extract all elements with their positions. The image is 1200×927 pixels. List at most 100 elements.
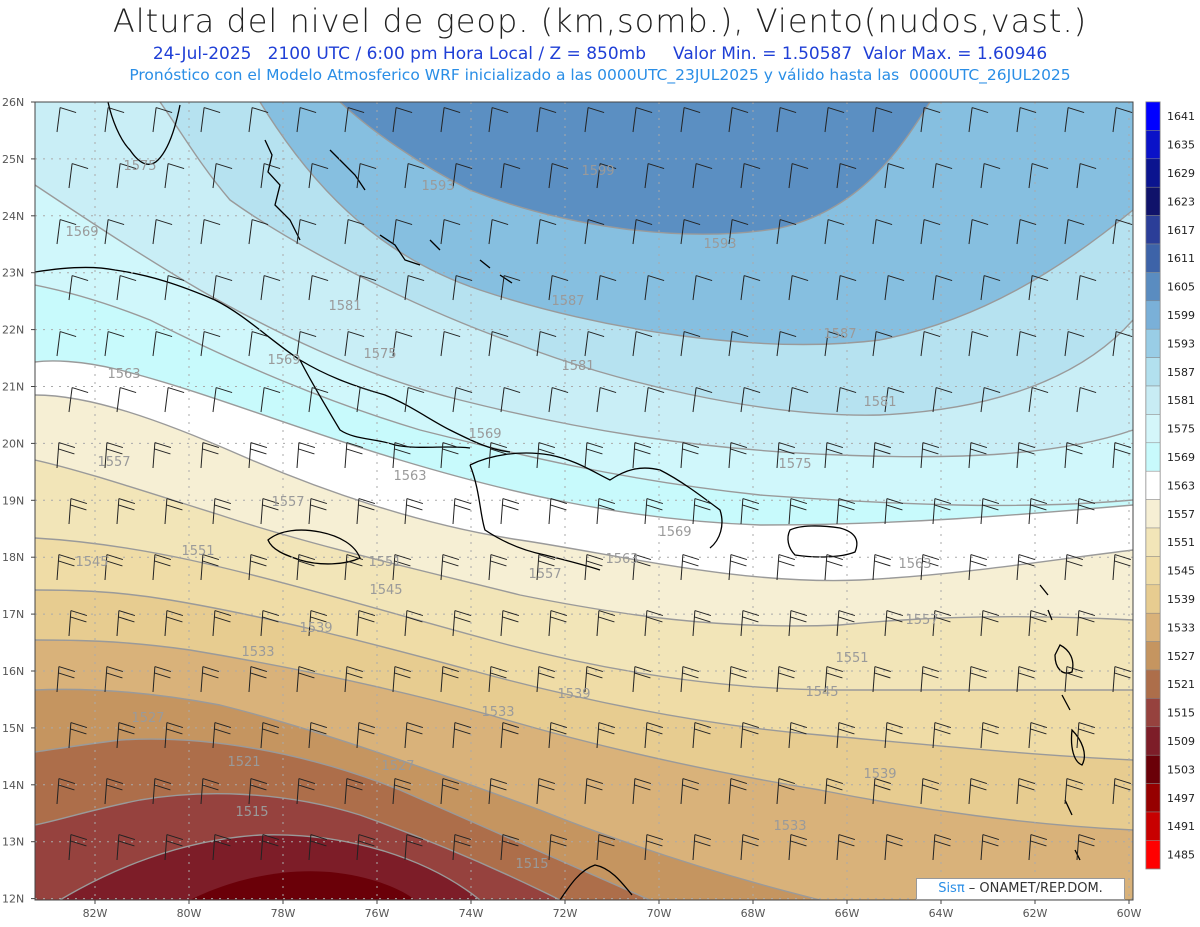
wind-barb [932, 610, 952, 637]
colorbar-swatch [1145, 414, 1161, 444]
wind-barb [536, 219, 557, 245]
wind-barb [1076, 387, 1097, 413]
wind-barb [344, 666, 364, 693]
contour-label: 1563 [898, 557, 931, 572]
wind-barb [296, 778, 316, 805]
wind-barb [1112, 554, 1132, 581]
wind-barb [932, 498, 952, 525]
band-1503 [190, 871, 415, 900]
wind-barb [104, 666, 124, 693]
wind-barb [932, 163, 953, 189]
contour-label: 1545 [805, 685, 838, 700]
wind-barb [680, 219, 701, 245]
wind-barb [440, 442, 460, 469]
wind-barb [500, 498, 520, 525]
wind-barb [932, 275, 953, 301]
contour-label: 1575 [363, 347, 396, 362]
sispi-logo: Sisπ [938, 881, 965, 896]
wind-barb [392, 442, 412, 469]
lat-lon-grid [35, 102, 1133, 900]
wind-barb [692, 834, 712, 861]
wind-barb [164, 834, 184, 861]
colorbar-swatch [1145, 300, 1161, 330]
wind-barb [584, 219, 605, 245]
wind-barb [56, 554, 76, 581]
colorbar-label: 1527 [1167, 650, 1195, 663]
wind-barb [584, 107, 605, 133]
wind-barb [932, 387, 953, 413]
wind-barb [740, 722, 760, 749]
wind-barb [296, 219, 317, 245]
contour-label: 1527 [131, 711, 164, 726]
wind-barb [680, 554, 700, 581]
wind-barb [404, 498, 424, 525]
contour-label: 1533 [481, 705, 514, 720]
colorbar-swatch [1145, 357, 1161, 387]
wind-barb [968, 554, 988, 581]
contour-label: 1575 [778, 457, 811, 472]
wind-barb [200, 331, 221, 357]
contour-label: 1557 [271, 495, 304, 510]
wind-barb [1076, 610, 1096, 637]
wind-barb [824, 107, 845, 133]
wind-barb [344, 219, 365, 245]
wind-barb [920, 107, 941, 133]
lesser-antilles [1039, 584, 1086, 861]
wind-barb [644, 387, 665, 413]
colorbar-label: 1611 [1167, 252, 1195, 265]
colorbar-swatch [1145, 726, 1161, 756]
wind-barb [872, 219, 893, 245]
wind-barb [836, 610, 856, 637]
wind-barb [740, 498, 760, 525]
wind-barb [212, 275, 233, 301]
wind-barb [692, 610, 712, 637]
wind-barb [884, 498, 904, 525]
wind-barb [260, 610, 280, 637]
wind-barb [1112, 219, 1133, 245]
wind-barb [788, 722, 808, 749]
wind-barb [692, 163, 713, 189]
colorbar-label: 1503 [1167, 763, 1195, 776]
lon-tick-label: 62W [1023, 907, 1048, 920]
wind-barb [356, 163, 377, 189]
band-1569 [35, 285, 1133, 525]
wind-barb [1016, 554, 1036, 581]
wind-barb [596, 163, 617, 189]
wind-barb [356, 275, 377, 301]
wind-barb [68, 610, 88, 637]
wind-barb [1064, 107, 1085, 133]
wind-barb [740, 275, 761, 301]
wind-barb [968, 666, 988, 693]
wind-barb [644, 834, 664, 861]
wind-barb [776, 331, 797, 357]
wind-barb [68, 722, 88, 749]
wind-barb [596, 834, 616, 861]
wind-barb [584, 554, 604, 581]
wind-barb [692, 498, 712, 525]
wind-barb [1064, 554, 1084, 581]
wind-barb [920, 219, 941, 245]
wind-barb [920, 442, 940, 469]
wind-barb [248, 107, 269, 133]
wind-barb [344, 331, 365, 357]
venezuela-coast [559, 864, 633, 900]
colorbar-label: 1551 [1167, 536, 1195, 549]
contour-label: 1545 [369, 583, 402, 598]
wind-barb [788, 610, 808, 637]
wind-barb [1064, 331, 1085, 357]
colorbar-swatch [1145, 556, 1161, 586]
wind-barb [728, 554, 748, 581]
colorbar-swatch [1145, 470, 1161, 500]
wind-barb [1076, 163, 1097, 189]
colorbar: 1641 1635 1629 1623 1617 1611 1605 1599 1593 1587… [1145, 101, 1195, 870]
wind-barb [356, 387, 377, 413]
wind-barb [644, 498, 664, 525]
wind-barb [836, 498, 856, 525]
wind-barb [440, 219, 461, 245]
wind-barb [1016, 107, 1037, 133]
wind-barb [728, 219, 749, 245]
contour-label: 1551 [181, 544, 214, 559]
wind-barb [308, 498, 328, 525]
wind-barb [296, 666, 316, 693]
